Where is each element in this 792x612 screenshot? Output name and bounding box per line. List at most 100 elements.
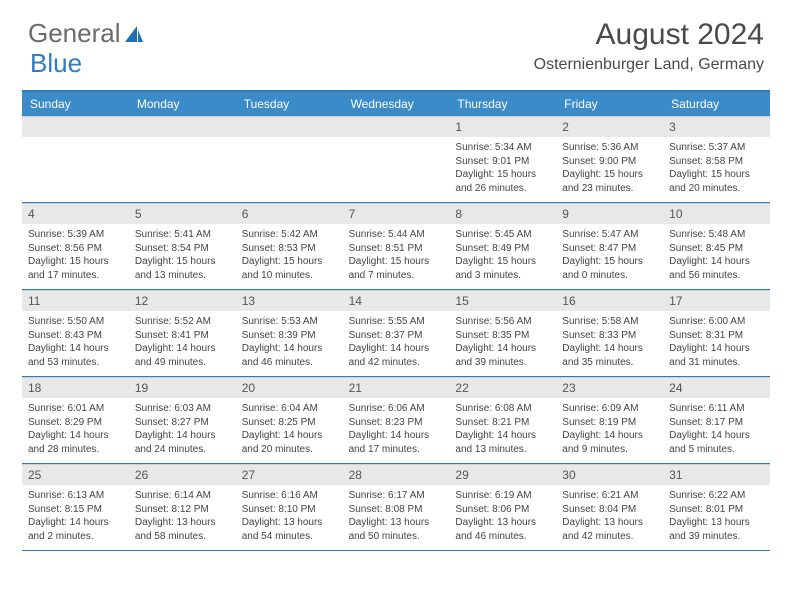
day-cell: 7Sunrise: 5:44 AMSunset: 8:51 PMDaylight… bbox=[343, 203, 450, 289]
logo-word2: Blue bbox=[30, 48, 82, 79]
date-number: 4 bbox=[22, 203, 129, 224]
weekday-header: Friday bbox=[556, 92, 663, 116]
logo: General bbox=[28, 18, 145, 49]
day-cell: 28Sunrise: 6:17 AMSunset: 8:08 PMDayligh… bbox=[343, 464, 450, 550]
day-cell: 26Sunrise: 6:14 AMSunset: 8:12 PMDayligh… bbox=[129, 464, 236, 550]
day-cell bbox=[129, 116, 236, 202]
date-number: 16 bbox=[556, 290, 663, 311]
day-info: Sunrise: 6:17 AMSunset: 8:08 PMDaylight:… bbox=[343, 485, 450, 547]
date-number: 1 bbox=[449, 116, 556, 137]
day-cell: 6Sunrise: 5:42 AMSunset: 8:53 PMDaylight… bbox=[236, 203, 343, 289]
day-info: Sunrise: 5:41 AMSunset: 8:54 PMDaylight:… bbox=[129, 224, 236, 286]
day-info: Sunrise: 6:16 AMSunset: 8:10 PMDaylight:… bbox=[236, 485, 343, 547]
day-cell: 21Sunrise: 6:06 AMSunset: 8:23 PMDayligh… bbox=[343, 377, 450, 463]
day-info: Sunrise: 6:19 AMSunset: 8:06 PMDaylight:… bbox=[449, 485, 556, 547]
day-cell: 8Sunrise: 5:45 AMSunset: 8:49 PMDaylight… bbox=[449, 203, 556, 289]
day-info: Sunrise: 6:01 AMSunset: 8:29 PMDaylight:… bbox=[22, 398, 129, 460]
date-number: 2 bbox=[556, 116, 663, 137]
week-row: 18Sunrise: 6:01 AMSunset: 8:29 PMDayligh… bbox=[22, 377, 770, 464]
day-info: Sunrise: 6:00 AMSunset: 8:31 PMDaylight:… bbox=[663, 311, 770, 373]
date-number: 5 bbox=[129, 203, 236, 224]
day-cell: 17Sunrise: 6:00 AMSunset: 8:31 PMDayligh… bbox=[663, 290, 770, 376]
date-number: 11 bbox=[22, 290, 129, 311]
date-number: 31 bbox=[663, 464, 770, 485]
day-cell: 2Sunrise: 5:36 AMSunset: 9:00 PMDaylight… bbox=[556, 116, 663, 202]
day-cell bbox=[22, 116, 129, 202]
date-number: 27 bbox=[236, 464, 343, 485]
weekday-header: Wednesday bbox=[343, 92, 450, 116]
day-info: Sunrise: 6:04 AMSunset: 8:25 PMDaylight:… bbox=[236, 398, 343, 460]
day-cell: 10Sunrise: 5:48 AMSunset: 8:45 PMDayligh… bbox=[663, 203, 770, 289]
date-number: 20 bbox=[236, 377, 343, 398]
week-row: 25Sunrise: 6:13 AMSunset: 8:15 PMDayligh… bbox=[22, 464, 770, 551]
date-number: 3 bbox=[663, 116, 770, 137]
day-info: Sunrise: 6:11 AMSunset: 8:17 PMDaylight:… bbox=[663, 398, 770, 460]
day-cell: 24Sunrise: 6:11 AMSunset: 8:17 PMDayligh… bbox=[663, 377, 770, 463]
logo-sail-icon bbox=[123, 24, 145, 44]
day-info: Sunrise: 5:39 AMSunset: 8:56 PMDaylight:… bbox=[22, 224, 129, 286]
date-number bbox=[129, 116, 236, 137]
week-row: 11Sunrise: 5:50 AMSunset: 8:43 PMDayligh… bbox=[22, 290, 770, 377]
day-info: Sunrise: 5:52 AMSunset: 8:41 PMDaylight:… bbox=[129, 311, 236, 373]
day-cell: 11Sunrise: 5:50 AMSunset: 8:43 PMDayligh… bbox=[22, 290, 129, 376]
week-row: 1Sunrise: 5:34 AMSunset: 9:01 PMDaylight… bbox=[22, 116, 770, 203]
day-info: Sunrise: 5:47 AMSunset: 8:47 PMDaylight:… bbox=[556, 224, 663, 286]
day-cell bbox=[343, 116, 450, 202]
date-number: 14 bbox=[343, 290, 450, 311]
weekday-header: Saturday bbox=[663, 92, 770, 116]
day-cell: 20Sunrise: 6:04 AMSunset: 8:25 PMDayligh… bbox=[236, 377, 343, 463]
date-number: 25 bbox=[22, 464, 129, 485]
day-info: Sunrise: 5:48 AMSunset: 8:45 PMDaylight:… bbox=[663, 224, 770, 286]
date-number: 18 bbox=[22, 377, 129, 398]
day-cell: 12Sunrise: 5:52 AMSunset: 8:41 PMDayligh… bbox=[129, 290, 236, 376]
day-cell: 18Sunrise: 6:01 AMSunset: 8:29 PMDayligh… bbox=[22, 377, 129, 463]
date-number: 23 bbox=[556, 377, 663, 398]
day-cell: 1Sunrise: 5:34 AMSunset: 9:01 PMDaylight… bbox=[449, 116, 556, 202]
day-info: Sunrise: 6:03 AMSunset: 8:27 PMDaylight:… bbox=[129, 398, 236, 460]
day-info: Sunrise: 5:56 AMSunset: 8:35 PMDaylight:… bbox=[449, 311, 556, 373]
page-header: General August 2024 Osternienburger Land… bbox=[0, 0, 792, 82]
day-info: Sunrise: 6:14 AMSunset: 8:12 PMDaylight:… bbox=[129, 485, 236, 547]
weekday-header: Monday bbox=[129, 92, 236, 116]
logo-word1: General bbox=[28, 18, 121, 49]
day-info: Sunrise: 5:34 AMSunset: 9:01 PMDaylight:… bbox=[449, 137, 556, 199]
day-info: Sunrise: 5:50 AMSunset: 8:43 PMDaylight:… bbox=[22, 311, 129, 373]
date-number: 28 bbox=[343, 464, 450, 485]
day-info: Sunrise: 5:42 AMSunset: 8:53 PMDaylight:… bbox=[236, 224, 343, 286]
date-number: 7 bbox=[343, 203, 450, 224]
date-number: 24 bbox=[663, 377, 770, 398]
date-number: 10 bbox=[663, 203, 770, 224]
day-cell: 23Sunrise: 6:09 AMSunset: 8:19 PMDayligh… bbox=[556, 377, 663, 463]
day-cell: 14Sunrise: 5:55 AMSunset: 8:37 PMDayligh… bbox=[343, 290, 450, 376]
day-info: Sunrise: 6:22 AMSunset: 8:01 PMDaylight:… bbox=[663, 485, 770, 547]
date-number: 19 bbox=[129, 377, 236, 398]
title-block: August 2024 Osternienburger Land, German… bbox=[534, 18, 764, 74]
date-number: 8 bbox=[449, 203, 556, 224]
date-number: 21 bbox=[343, 377, 450, 398]
day-cell: 31Sunrise: 6:22 AMSunset: 8:01 PMDayligh… bbox=[663, 464, 770, 550]
day-cell: 15Sunrise: 5:56 AMSunset: 8:35 PMDayligh… bbox=[449, 290, 556, 376]
date-number bbox=[22, 116, 129, 137]
date-number: 12 bbox=[129, 290, 236, 311]
date-number: 30 bbox=[556, 464, 663, 485]
weekday-header: Sunday bbox=[22, 92, 129, 116]
date-number: 13 bbox=[236, 290, 343, 311]
date-number: 6 bbox=[236, 203, 343, 224]
date-number bbox=[343, 116, 450, 137]
day-info: Sunrise: 5:58 AMSunset: 8:33 PMDaylight:… bbox=[556, 311, 663, 373]
location-label: Osternienburger Land, Germany bbox=[534, 56, 764, 74]
weeks-container: 1Sunrise: 5:34 AMSunset: 9:01 PMDaylight… bbox=[22, 116, 770, 551]
day-cell: 30Sunrise: 6:21 AMSunset: 8:04 PMDayligh… bbox=[556, 464, 663, 550]
date-number: 9 bbox=[556, 203, 663, 224]
day-info: Sunrise: 5:44 AMSunset: 8:51 PMDaylight:… bbox=[343, 224, 450, 286]
day-cell: 4Sunrise: 5:39 AMSunset: 8:56 PMDaylight… bbox=[22, 203, 129, 289]
day-cell bbox=[236, 116, 343, 202]
day-cell: 16Sunrise: 5:58 AMSunset: 8:33 PMDayligh… bbox=[556, 290, 663, 376]
calendar: SundayMondayTuesdayWednesdayThursdayFrid… bbox=[22, 90, 770, 551]
weekday-header: Tuesday bbox=[236, 92, 343, 116]
day-info: Sunrise: 5:53 AMSunset: 8:39 PMDaylight:… bbox=[236, 311, 343, 373]
day-info: Sunrise: 5:36 AMSunset: 9:00 PMDaylight:… bbox=[556, 137, 663, 199]
date-number: 22 bbox=[449, 377, 556, 398]
date-number: 17 bbox=[663, 290, 770, 311]
day-cell: 13Sunrise: 5:53 AMSunset: 8:39 PMDayligh… bbox=[236, 290, 343, 376]
